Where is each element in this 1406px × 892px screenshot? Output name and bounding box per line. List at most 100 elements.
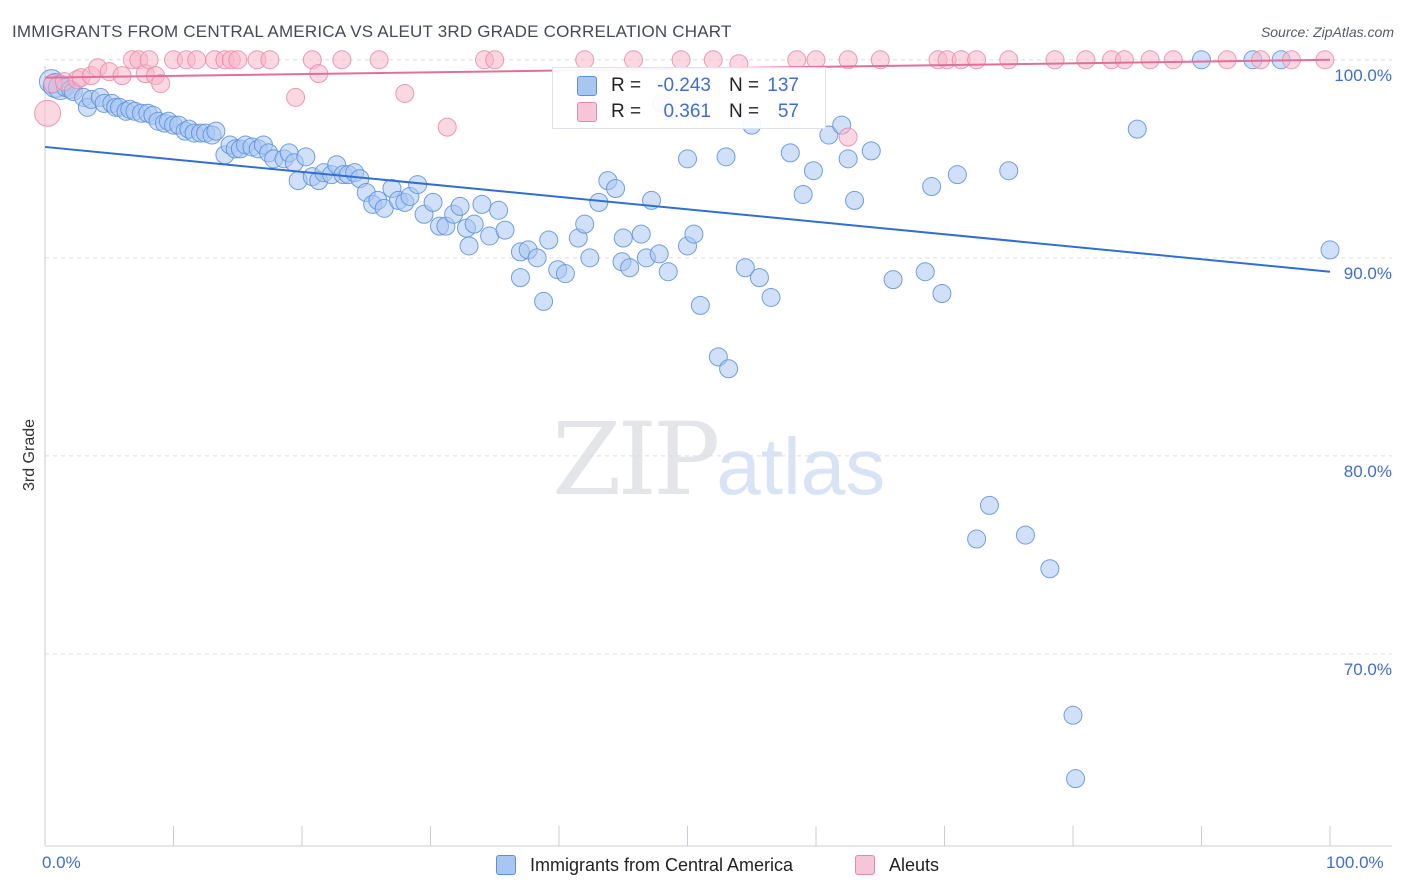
legend-row-blue: R = -0.243 N = 137: [577, 74, 799, 98]
y-tick-label: 80.0%: [1344, 462, 1392, 481]
data-point-central-america: [649, 244, 669, 264]
data-point-central-america: [613, 228, 633, 248]
source-credit: Source: ZipAtlas.com: [1260, 24, 1394, 40]
data-point-central-america: [658, 262, 678, 282]
data-point-central-america: [845, 190, 865, 210]
data-point-central-america: [534, 291, 554, 311]
data-point-central-america: [883, 270, 903, 290]
data-point-central-america: [803, 161, 823, 181]
data-point-aleuts: [437, 117, 457, 137]
legend-row-pink: R = 0.361 N = 57: [577, 100, 799, 124]
data-point-central-america: [915, 262, 935, 282]
data-point-aleuts: [1076, 50, 1096, 70]
data-point-central-america: [922, 177, 942, 197]
legend-n-label: N =: [729, 75, 760, 96]
data-point-central-america: [716, 147, 736, 167]
data-point-central-america: [838, 149, 858, 169]
data-point-central-america: [749, 268, 769, 288]
chart-title: IMMIGRANTS FROM CENTRAL AMERICA VS ALEUT…: [12, 22, 732, 41]
data-point-aleuts: [838, 50, 858, 70]
legend-item-aleuts: Aleuts: [855, 852, 939, 878]
data-point-central-america: [932, 283, 952, 303]
x-tick-label-min: 0.0%: [42, 853, 81, 872]
data-point-aleuts: [1045, 50, 1065, 70]
watermark-atlas: atlas: [716, 422, 886, 511]
data-point-central-america: [780, 143, 800, 163]
data-point-aleuts: [260, 50, 280, 70]
data-point-central-america: [589, 192, 609, 212]
data-point-aleuts: [139, 50, 159, 70]
legend-r-label: R =: [611, 75, 642, 96]
data-point-central-america: [1015, 525, 1035, 545]
y-tick-label: 90.0%: [1344, 264, 1392, 283]
data-point-central-america: [1040, 559, 1060, 579]
correlation-legend: R = -0.243 N = 137 R = 0.361 N = 57: [552, 67, 826, 129]
data-point-central-america: [678, 149, 697, 169]
data-point-aleuts: [332, 50, 352, 70]
legend-label-central-america: Immigrants from Central America: [530, 854, 794, 875]
data-point-aleuts: [1163, 50, 1183, 70]
data-point-aleuts: [1114, 50, 1134, 70]
data-point-central-america: [510, 268, 530, 288]
data-point-central-america: [450, 196, 470, 216]
legend-r-label: R =: [611, 101, 642, 122]
data-point-central-america: [1320, 240, 1340, 260]
legend-swatch-pink: [855, 855, 875, 875]
data-point-central-america: [761, 287, 781, 307]
data-point-central-america: [861, 141, 881, 161]
legend-swatch-blue: [496, 855, 516, 875]
data-point-central-america: [735, 258, 755, 278]
data-point-central-america: [489, 200, 509, 220]
data-point-aleuts: [838, 127, 858, 147]
data-point-aleuts: [1217, 50, 1237, 70]
data-point-central-america: [1066, 769, 1086, 789]
data-point-central-america: [580, 248, 600, 268]
legend-n-value: 57: [777, 101, 799, 122]
data-point-central-america: [606, 179, 626, 199]
data-point-aleuts: [286, 87, 306, 107]
data-point-central-america: [495, 220, 515, 240]
data-point-central-america: [979, 495, 999, 515]
legend-swatch-pink: [577, 102, 597, 122]
data-point-central-america: [575, 214, 595, 234]
data-point-aleuts: [485, 50, 505, 70]
x-tick-label-max: 100.0%: [1326, 853, 1384, 872]
data-point-central-america: [206, 121, 226, 141]
data-point-aleuts: [187, 50, 207, 70]
legend-item-central-america: Immigrants from Central America: [496, 852, 793, 878]
data-point-central-america: [947, 165, 967, 185]
data-point-central-america: [555, 264, 575, 284]
data-point-central-america: [690, 295, 710, 315]
data-point-central-america: [472, 194, 492, 214]
data-point-aleuts: [369, 50, 389, 70]
data-point-central-america: [527, 248, 547, 268]
legend-swatch-blue: [577, 76, 597, 96]
data-point-central-america: [719, 359, 739, 379]
data-point-central-america: [631, 224, 651, 244]
data-point-aleuts: [151, 74, 171, 94]
data-point-central-america: [539, 230, 559, 250]
y-tick-label: 70.0%: [1344, 660, 1392, 679]
data-point-aleuts: [967, 50, 987, 70]
data-point-central-america: [1127, 119, 1147, 139]
data-point-central-america: [620, 258, 640, 278]
data-point-central-america: [819, 125, 839, 145]
data-point-central-america: [999, 161, 1019, 181]
series-legend: Immigrants from Central America Aleuts: [0, 852, 1406, 878]
data-point-central-america: [1192, 50, 1211, 70]
legend-r-value: -0.243: [657, 75, 711, 96]
y-tick-label: 100.0%: [1334, 66, 1392, 85]
watermark-zip: ZIP: [552, 401, 720, 518]
legend-r-value: 0.361: [663, 101, 711, 122]
data-point-aleuts: [395, 83, 415, 103]
data-point-central-america: [793, 184, 813, 204]
data-point-central-america: [684, 224, 704, 244]
data-point-aleuts: [1140, 50, 1160, 70]
watermark: ZIPatlas: [552, 400, 885, 527]
legend-label-aleuts: Aleuts: [889, 854, 940, 875]
data-point-central-america: [967, 529, 987, 549]
data-point-aleuts: [228, 50, 248, 70]
data-point-aleuts: [999, 50, 1019, 70]
trendline-central-america: [44, 145, 1331, 273]
